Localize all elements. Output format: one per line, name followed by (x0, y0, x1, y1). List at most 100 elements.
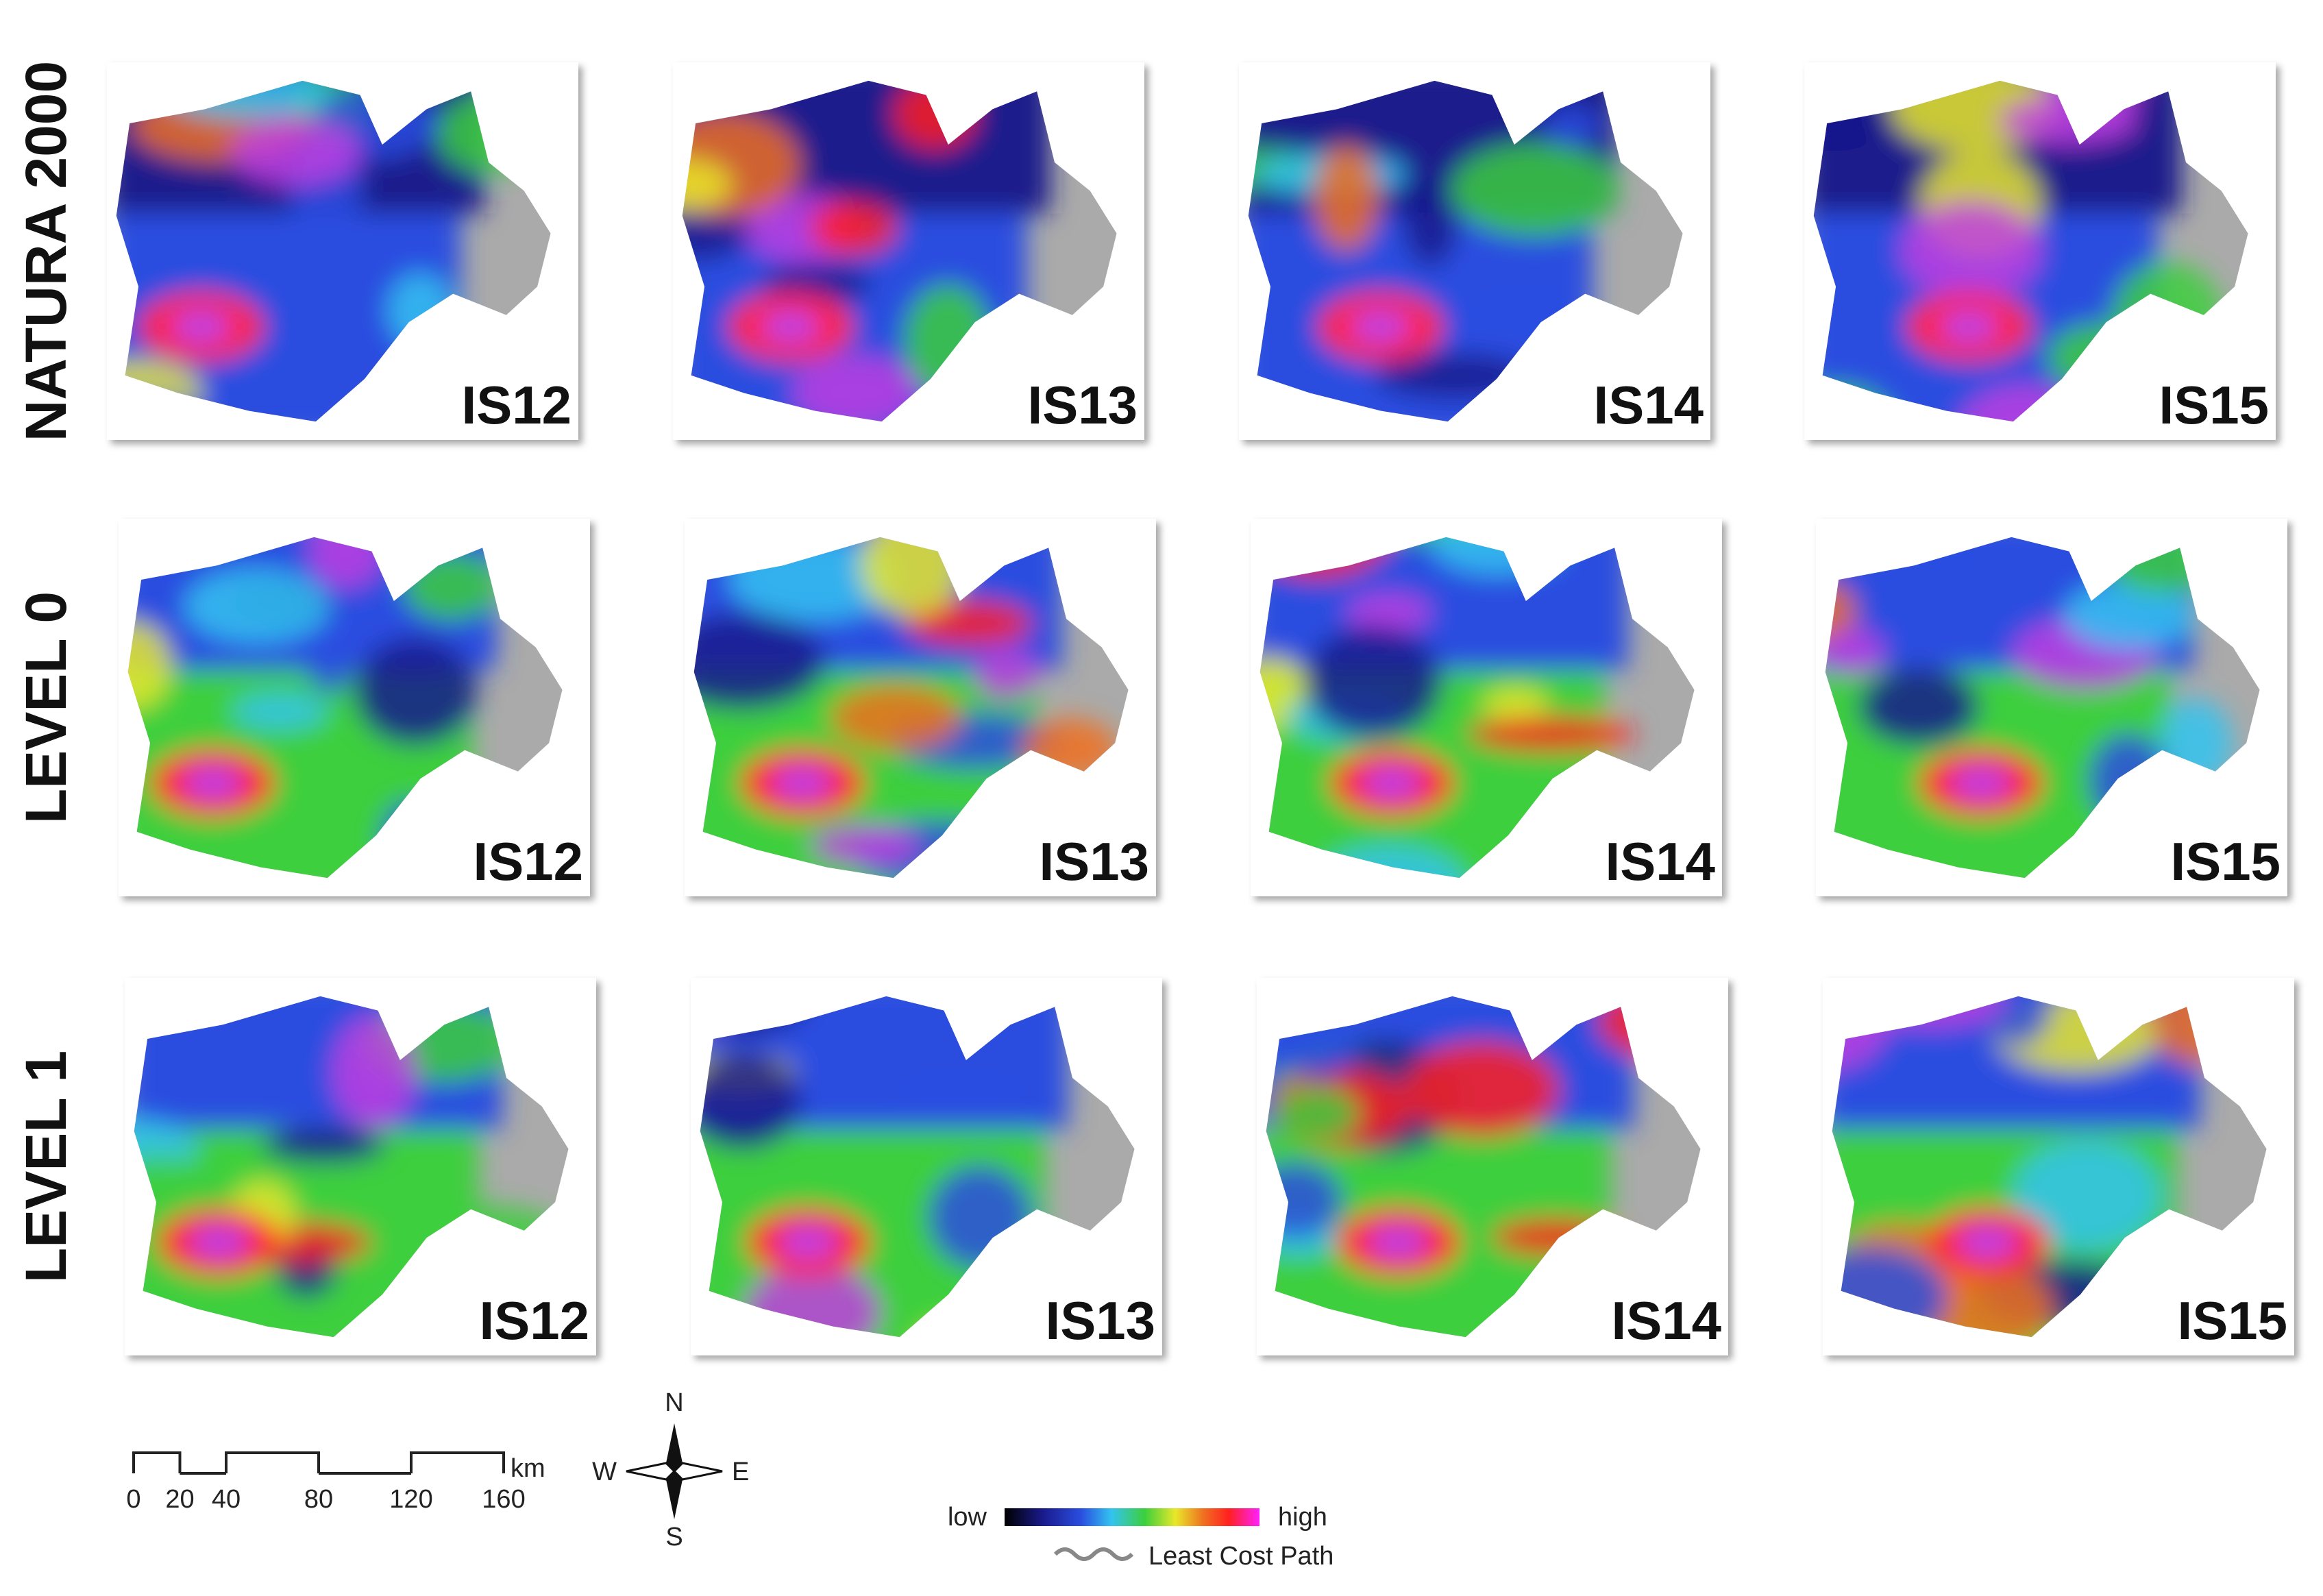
legend-low: low (948, 1503, 987, 1532)
map-panel: IS14 (1257, 978, 1728, 1355)
heat-blob (1402, 171, 1459, 267)
legend: low high Least Cost Path (948, 1503, 1333, 1571)
heat-blob (700, 1052, 802, 1149)
panel-label: IS13 (1046, 1290, 1155, 1351)
scale-tick-label: 80 (304, 1485, 333, 1514)
compass-s: S (665, 1523, 683, 1551)
map-panel: IS13 (673, 62, 1144, 440)
panel-label: IS15 (2171, 831, 2281, 892)
heat-blob (232, 693, 328, 730)
heat-blob (1858, 667, 1980, 746)
heat-blob (693, 613, 826, 710)
heat-blob (810, 824, 920, 866)
map-panel: IS13 (685, 519, 1156, 896)
map-panel: IS15 (1823, 978, 2294, 1355)
heat-blob (231, 117, 360, 186)
scale-line (132, 1451, 505, 1475)
scale-tick-label: 120 (389, 1485, 432, 1514)
row-label: NATURA 2000 (14, 61, 78, 441)
scale-unit: km (511, 1454, 545, 1483)
heat-blob (1349, 309, 1412, 344)
heat-blob (973, 648, 1040, 700)
heat-blob (778, 1225, 839, 1260)
map-panel: IS14 (1251, 519, 1722, 896)
panel-label: IS12 (480, 1290, 589, 1351)
heat-blob (1367, 1225, 1429, 1260)
heat-blob (2013, 1140, 2161, 1250)
panel-label: IS14 (1612, 1290, 1721, 1351)
scale-tick-label: 160 (482, 1485, 525, 1514)
panel-label: IS13 (1028, 375, 1138, 435)
heat-blob (1304, 625, 1442, 739)
heat (1825, 537, 2233, 879)
panels: IS12 IS13 IS14 IS15 IS12 IS13 IS14 IS15 IS12 IS13… (107, 62, 2294, 1355)
heat-blob (1825, 580, 1856, 642)
heat-blob (262, 1127, 386, 1164)
legend-high: high (1278, 1503, 1327, 1532)
heat-blob (1813, 114, 1878, 151)
compass-w: W (592, 1458, 617, 1486)
map-panel: IS12 (119, 519, 590, 896)
heat-blob (1825, 628, 1884, 675)
heat-blob (1361, 765, 1423, 800)
heat-blob (905, 600, 1032, 646)
row-label: LEVEL 1 (14, 1051, 78, 1283)
heat-blob (772, 765, 833, 800)
heat-blob (1314, 145, 1379, 251)
compass-needle (672, 1462, 723, 1481)
heat-blob (1404, 1041, 1560, 1138)
panel-label: IS15 (2178, 1290, 2287, 1351)
heat-blob (1981, 996, 2052, 1046)
map-panel: IS15 (1816, 519, 2287, 896)
panel-label: IS13 (1040, 831, 1149, 892)
map-panel: IS12 (125, 978, 596, 1355)
heat-blob (1482, 687, 1549, 722)
panel-label: IS12 (462, 375, 571, 435)
heat-blob (1832, 996, 1892, 1072)
map-panel: IS15 (1804, 62, 2276, 440)
heat-blob (809, 201, 898, 256)
heat-blob (1938, 309, 2000, 344)
heat-blob (170, 309, 232, 344)
scale-tick-label: 40 (212, 1485, 241, 1514)
heat-blob (184, 569, 330, 644)
scale-tick-label: 0 (126, 1485, 140, 1514)
heat-blob (1346, 593, 1431, 632)
map-area (134, 996, 569, 1338)
heat-blob (1956, 1225, 2019, 1260)
heat-blob (354, 637, 478, 746)
heat-blob (308, 537, 384, 588)
map-panel: IS12 (107, 62, 578, 440)
map-panel: IS14 (1239, 62, 1710, 440)
compass-e: E (732, 1458, 749, 1486)
heat-blob (1900, 200, 2042, 300)
panel-label: IS14 (1606, 831, 1715, 892)
heat-blob (1542, 106, 1602, 147)
compass-needle (666, 1423, 683, 1471)
row-label: LEVEL 0 (14, 591, 78, 824)
compass-needle (626, 1462, 676, 1481)
heat-blob (182, 765, 244, 800)
heat-blob (2063, 580, 2195, 650)
panel-label: IS12 (474, 831, 583, 892)
legend-path: Least Cost Path (1148, 1542, 1333, 1571)
heat-blob (1273, 1086, 1360, 1142)
color-bar (1005, 1508, 1259, 1526)
map-area (1248, 80, 1683, 422)
path-symbol (1053, 1547, 1134, 1561)
heat-blob (884, 1058, 1037, 1121)
heat-blob (188, 1225, 250, 1260)
compass-needle (666, 1471, 683, 1519)
panel-label: IS15 (2159, 375, 2269, 435)
heat-blob (1450, 143, 1620, 237)
map-area (1813, 80, 2248, 422)
panel-label: IS14 (1594, 375, 1704, 435)
heat-blob (1950, 765, 2012, 800)
compass: N S W E (592, 1388, 749, 1551)
heat-blob (1467, 715, 1636, 752)
heat-blob (760, 309, 822, 344)
heat-blob (127, 621, 172, 710)
heat-blob (791, 355, 920, 422)
